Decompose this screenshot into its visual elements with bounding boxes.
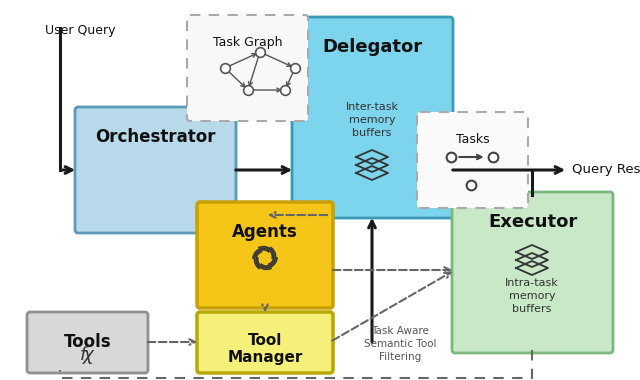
Text: Agents: Agents xyxy=(232,223,298,241)
Text: Delegator: Delegator xyxy=(323,38,422,56)
FancyBboxPatch shape xyxy=(292,17,453,218)
Text: Inter-task
memory
buffers: Inter-task memory buffers xyxy=(346,102,399,138)
FancyBboxPatch shape xyxy=(27,312,148,373)
Text: Executor: Executor xyxy=(488,213,577,231)
Text: Tools: Tools xyxy=(64,333,111,351)
Text: Task Aware
Semantic Tool
Filtering: Task Aware Semantic Tool Filtering xyxy=(364,326,436,363)
FancyBboxPatch shape xyxy=(197,202,333,308)
FancyBboxPatch shape xyxy=(197,312,333,373)
Text: $f\!\chi$: $f\!\chi$ xyxy=(79,344,95,366)
Text: Query Response: Query Response xyxy=(572,163,640,176)
Text: Tasks: Tasks xyxy=(456,133,490,146)
FancyBboxPatch shape xyxy=(75,107,236,233)
FancyBboxPatch shape xyxy=(417,112,528,208)
FancyBboxPatch shape xyxy=(187,15,308,121)
Text: Intra-task
memory
buffers: Intra-task memory buffers xyxy=(505,278,559,314)
Text: User Query: User Query xyxy=(45,24,115,37)
Text: Orchestrator: Orchestrator xyxy=(95,128,216,146)
Text: Task Graph: Task Graph xyxy=(212,36,282,49)
Text: Tool
Manager: Tool Manager xyxy=(227,333,303,366)
FancyBboxPatch shape xyxy=(452,192,613,353)
